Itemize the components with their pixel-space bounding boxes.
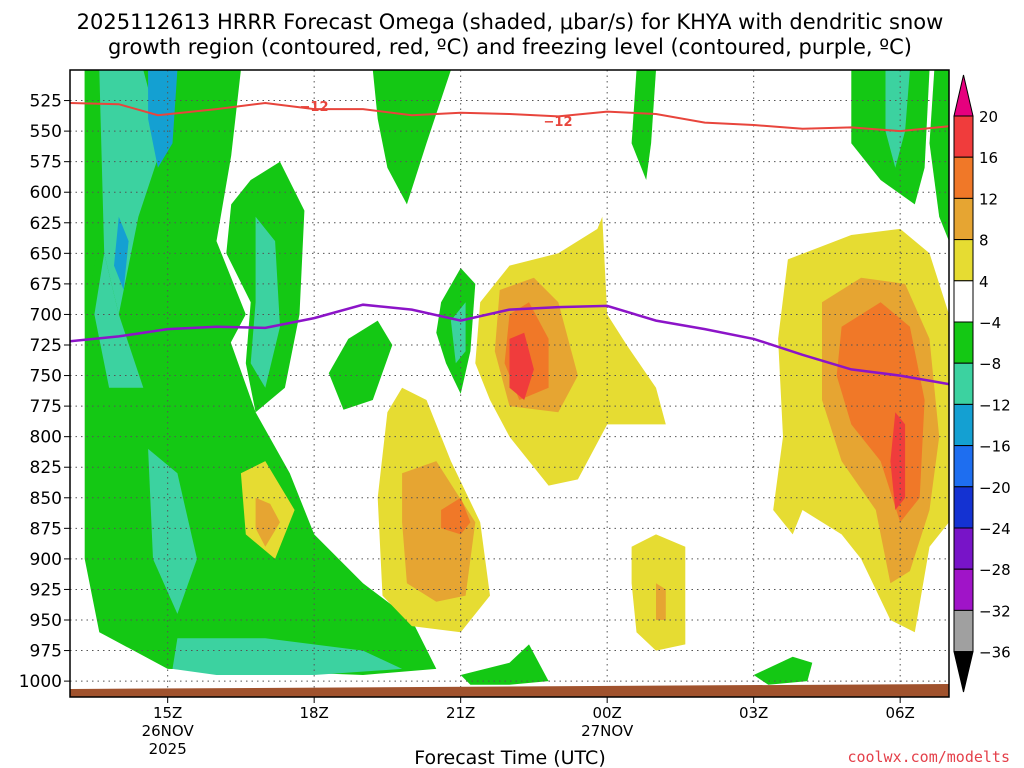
- y-tick-label: 850: [30, 489, 62, 509]
- y-tick-label: 950: [30, 611, 62, 631]
- y-tick-label: 575: [30, 153, 62, 173]
- freezing-level-line: [70, 303, 949, 386]
- x-axis-label: Forecast Time (UTC): [414, 747, 605, 768]
- y-tick-label: 825: [30, 458, 62, 478]
- x-tick-label: 00Z: [592, 704, 621, 722]
- colorbar-label: −28: [979, 561, 1011, 579]
- dgz-contour-label: −12: [544, 115, 573, 130]
- y-tick-label: 750: [30, 367, 62, 387]
- y-tick-label: 925: [30, 580, 62, 600]
- colorbar-label: 8: [979, 232, 989, 250]
- colorbar-label: −32: [979, 602, 1011, 620]
- colorbar-segment: [953, 486, 974, 529]
- omega-region: [753, 656, 813, 685]
- omega-region: [328, 320, 393, 410]
- colorbar-label: −4: [979, 314, 1001, 332]
- omega-region: [656, 583, 666, 620]
- y-tick-label: 700: [30, 305, 62, 325]
- colorbar-label: 20: [979, 108, 998, 126]
- x-tick-label: 03Z: [739, 704, 768, 722]
- y-tick-label: 975: [30, 642, 62, 662]
- colorbar-segment: [953, 280, 974, 323]
- omega-region: [372, 70, 451, 205]
- colorbar-segment: [953, 362, 974, 405]
- omega-region: [148, 448, 197, 614]
- omega-region: [885, 70, 910, 168]
- colorbar-label: −8: [979, 355, 1001, 373]
- omega-region: [172, 638, 403, 675]
- plot-frame: [69, 69, 950, 698]
- x-tick-label: 18Z: [299, 704, 328, 722]
- y-tick-label: 725: [30, 336, 62, 356]
- omega-region: [402, 461, 476, 602]
- surface-terrain-band: [70, 684, 949, 697]
- colorbar-label: −16: [979, 438, 1011, 456]
- colorbar-segment: [953, 445, 974, 488]
- credit-text: coolwx.com/modelts: [847, 748, 1010, 766]
- omega-region: [255, 497, 280, 547]
- omega-region: [148, 70, 178, 168]
- colorbar-bottom-arrow: [953, 651, 974, 693]
- colorbar-label: −20: [979, 479, 1011, 497]
- colorbar-segment: [953, 527, 974, 570]
- omega-region: [631, 70, 656, 180]
- colorbar-label: 12: [979, 190, 998, 208]
- colorbar-segment: [953, 568, 974, 611]
- dgz-contour-line: [70, 101, 949, 133]
- colorbar-label: −12: [979, 396, 1011, 414]
- chart-title-line1: 2025112613 HRRR Forecast Omega (shaded, …: [77, 10, 944, 34]
- omega-region: [94, 253, 144, 388]
- y-tick-label: 625: [30, 214, 62, 234]
- colorbar-segment: [953, 403, 974, 447]
- omega-region: [441, 497, 471, 535]
- y-tick-label: 525: [30, 92, 62, 112]
- y-axis-pressure: 525 550 575 600 625 650 675 700 725 750 775 800 825 8…: [19, 92, 70, 692]
- x-tick-date: 26NOV: [142, 722, 195, 740]
- colorbar-label: −24: [979, 520, 1011, 538]
- gridlines: [70, 70, 949, 697]
- colorbar-label: −36: [979, 644, 1011, 662]
- omega-shaded-regions: [84, 70, 949, 685]
- dgz-contour-label: −12: [300, 100, 329, 115]
- omega-region: [460, 644, 549, 685]
- y-tick-label: 550: [30, 122, 62, 142]
- colorbar-segment: [953, 609, 974, 653]
- y-tick-label: 875: [30, 519, 62, 539]
- dgz-contour-labels: −12 −12: [300, 100, 573, 130]
- colorbar-segment: [953, 321, 974, 364]
- plot-area: −12 −12: [70, 70, 949, 697]
- x-tick-label: 06Z: [885, 704, 914, 722]
- y-tick-label: 775: [30, 397, 62, 417]
- colorbar-segment: [953, 197, 974, 241]
- x-tick-label: 15Z: [153, 704, 182, 722]
- y-tick-label: 900: [30, 550, 62, 570]
- colorbar: 20 16 12 8 4 −4 −8 −12 −16 −20 −24 −28 −32 −36: [953, 74, 1011, 693]
- y-tick-label: 675: [30, 275, 62, 295]
- y-tick-label: 650: [30, 244, 62, 264]
- omega-region: [450, 302, 466, 364]
- y-tick-label: 1000: [19, 672, 62, 692]
- omega-region: [509, 332, 534, 400]
- x-tick-date: 27NOV: [581, 722, 634, 740]
- y-tick-label: 800: [30, 428, 62, 448]
- colorbar-label: 16: [979, 149, 998, 167]
- y-tick-label: 600: [30, 183, 62, 203]
- colorbar-top-arrow: [953, 74, 974, 117]
- chart-title-line2: growth region (contoured, red, ºC) and f…: [108, 35, 912, 59]
- omega-region: [929, 70, 949, 242]
- x-tick-label: 21Z: [446, 704, 475, 722]
- omega-region: [114, 216, 129, 290]
- colorbar-label: 4: [979, 273, 989, 291]
- colorbar-segment: [953, 156, 974, 199]
- colorbar-segment: [953, 239, 974, 282]
- x-tick-year: 2025: [149, 740, 187, 758]
- colorbar-segment: [953, 115, 974, 158]
